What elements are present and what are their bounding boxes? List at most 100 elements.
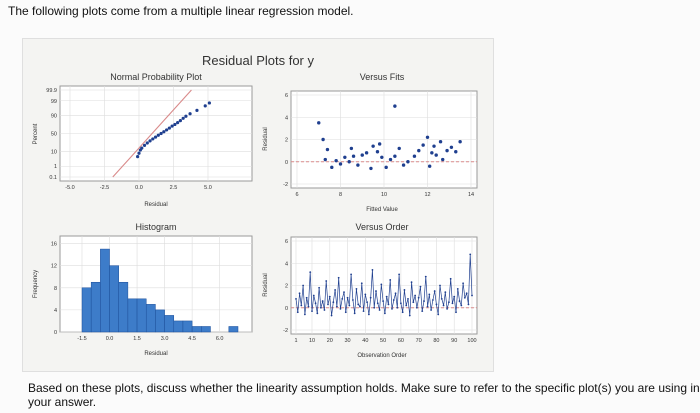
vo-x-tick: 20 [327,338,333,344]
vo-point [344,311,347,314]
vo-x-tick: 50 [380,338,386,344]
npp-point [142,143,147,147]
vf-point [445,148,449,153]
npp-y-tick: 50 [51,132,57,138]
vo-point [332,301,335,304]
npp-x-tick: -2.5 [100,185,109,191]
vo-x-tick: 100 [467,338,476,344]
vf-point [343,155,347,159]
figure-title: Residual Plots for y [202,53,314,68]
npp-point [184,114,188,118]
vo-point [302,284,305,287]
hist-bar [127,298,138,333]
hist-x-tick: 3.0 [161,336,169,342]
vo-y-tick: 6 [285,239,288,245]
vf-point [364,151,369,155]
vf-point [317,121,321,125]
vo-point [312,294,315,297]
vo-point [415,306,418,309]
vo-point [360,282,363,285]
vo-point [341,297,344,300]
vo-point [419,285,422,288]
vf-point [421,143,425,147]
hist-y-tick: 16 [51,242,57,248]
vf-x-tick: 12 [424,192,430,198]
hist-bar [118,281,129,333]
vo-point [351,299,354,301]
npp-y-tick: 99 [51,99,57,105]
vo-point [451,302,454,305]
npp-title: Normal Probability Plot [110,72,202,82]
hist-x-tick: 1.5 [133,336,141,342]
vo-point [364,293,367,296]
vo-point [380,283,383,286]
vf-point [334,158,338,163]
hist-y-tick: 12 [51,264,57,270]
hist-y-tick: 8 [54,286,57,292]
hist-bar [164,315,175,333]
npp-point [148,139,152,143]
versus-order-plot: Versus Order Residual Observation Order … [263,222,478,359]
vf-point [441,157,445,162]
vo-point [446,307,449,310]
npp-point [170,124,174,128]
versus-fits-plot: Versus Fits Residual Fitted Value 6 8 10 12… [263,72,478,213]
vo-point [366,301,369,304]
vo-point [423,300,425,302]
vf-point [330,165,334,170]
vo-point [318,286,321,289]
hist-bar [100,248,110,333]
vo-point [357,303,360,306]
vf-point [349,146,354,151]
vo-point [295,297,297,300]
hist-title: Histogram [135,222,176,232]
vo-point [444,291,447,294]
vo-point [412,301,415,304]
vo-point [325,280,328,282]
vo-x-label: Observation Order [357,353,406,359]
hist-bar [81,287,92,333]
vo-point [424,275,427,278]
vf-y-tick: 4 [285,115,288,121]
vf-x-tick: 8 [339,192,342,198]
vf-point [458,140,462,144]
vf-point [323,157,327,162]
npp-x-tick: 5.0 [204,185,212,191]
vo-point [383,312,386,315]
vf-point [417,148,421,153]
npp-point [178,119,182,123]
vo-x-tick: 40 [362,338,368,344]
vo-point [471,294,473,297]
vo-point [314,302,317,305]
vo-point [339,307,342,310]
npp-x-tick: 2.5 [170,185,178,191]
vo-point [303,313,306,316]
vf-point [377,142,382,146]
vo-point [426,305,429,308]
vo-y-tick: -2 [283,328,288,334]
vf-point [321,137,325,142]
vo-point [453,295,456,298]
residual-plots-figure: Residual Plots for y Normal Probability … [22,38,494,372]
npp-point [153,135,158,139]
vf-point [356,163,360,167]
vo-point [460,304,463,307]
vf-point [434,153,438,157]
vo-point [428,293,431,296]
vo-point [337,276,340,279]
vo-point [327,303,329,306]
vf-point [427,164,432,168]
hist-bar [155,309,165,333]
npp-point [176,121,180,125]
npp-point [156,133,160,137]
question-intro: The following plots come from a multiple… [8,4,354,18]
vo-point [440,297,443,300]
vo-point [359,305,361,308]
vo-point [311,310,313,312]
vo-y-label: Residual [263,273,269,296]
vo-point [408,314,411,317]
npp-y-tick: 10 [51,150,57,156]
vf-point [454,150,458,154]
vo-point [316,312,319,315]
vo-point [307,305,310,308]
